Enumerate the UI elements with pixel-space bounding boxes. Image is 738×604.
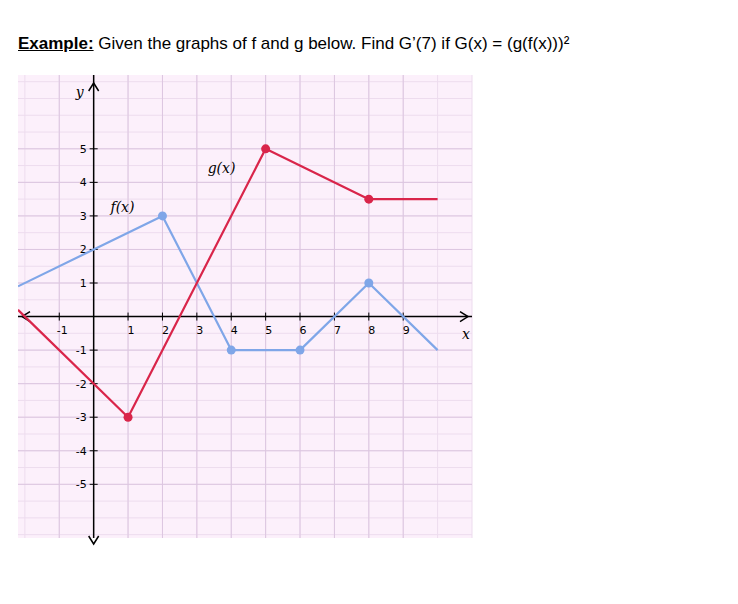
minor-grid	[93, 75, 94, 538]
y-tick	[90, 283, 98, 284]
series-marker	[261, 144, 270, 153]
minor-grid	[403, 75, 404, 538]
y-tick-label: -5	[76, 478, 87, 491]
x-tick	[59, 313, 60, 321]
plot-background	[18, 75, 472, 538]
y-tick	[90, 450, 98, 451]
y-tick-label: -2	[76, 378, 87, 391]
grid-line	[196, 75, 197, 538]
grid-line	[403, 75, 404, 538]
series-marker	[364, 279, 373, 288]
y-tick	[90, 182, 98, 183]
minor-grid	[59, 75, 60, 538]
minor-grid	[18, 115, 472, 116]
minor-grid	[437, 75, 438, 538]
grid-line	[162, 75, 163, 538]
minor-grid	[18, 400, 472, 401]
series-line	[18, 149, 438, 417]
x-tick	[196, 313, 197, 321]
x-tick-label: 8	[368, 324, 375, 337]
y-tick	[90, 148, 98, 149]
series-label: f(x)	[109, 199, 134, 215]
minor-grid	[18, 232, 472, 233]
axes: -1123456789-5-4-3-2-112345xy	[18, 75, 472, 544]
x-tick-label: 3	[196, 324, 203, 337]
grid-line	[300, 75, 301, 538]
series-label: g(x)	[208, 160, 236, 176]
x-tick	[162, 313, 163, 321]
marks	[18, 144, 438, 421]
x-axis-label: x	[462, 326, 470, 342]
x-tick-label: 1	[128, 324, 135, 337]
x-tick	[300, 313, 301, 321]
y-tick-label: 1	[80, 277, 87, 290]
minor-grid	[18, 266, 472, 267]
axis-arrow	[460, 312, 468, 322]
x-tick-label: 4	[231, 324, 238, 337]
minor-grid	[18, 467, 472, 468]
minor-grid	[18, 98, 472, 99]
y-tick-label: -1	[76, 344, 87, 357]
minor-grid	[18, 81, 472, 82]
series-marker	[158, 211, 167, 220]
y-tick	[90, 417, 98, 418]
series-marker	[296, 346, 305, 355]
minor-grid	[334, 75, 335, 538]
minor-grid	[18, 299, 472, 300]
x-tick-label: -1	[57, 324, 68, 337]
x-tick-label: 5	[265, 324, 272, 337]
grid-line	[231, 75, 232, 538]
minor-grid	[18, 366, 472, 367]
minor-grid	[18, 517, 472, 518]
y-tick	[90, 484, 98, 485]
series-marker	[227, 346, 236, 355]
minor-grid	[231, 75, 232, 538]
y-tick-label: 4	[80, 176, 87, 189]
x-tick	[231, 313, 232, 321]
grid-line	[334, 75, 335, 538]
y-tick	[90, 215, 98, 216]
minor-grid	[162, 75, 163, 538]
title: Example:	[18, 34, 94, 53]
minor-grid	[24, 75, 25, 538]
grid	[18, 75, 472, 538]
x-tick	[128, 313, 129, 321]
subtitle: Given the graphs of f and g below. Find …	[98, 34, 569, 53]
series-marker	[124, 413, 133, 422]
grid-line	[59, 75, 60, 538]
minor-grid	[18, 433, 472, 434]
minor-grid	[18, 501, 472, 502]
chart: -1123456789-5-4-3-2-112345xyf(x)g(x)	[0, 0, 738, 604]
y-tick-label: 3	[80, 210, 87, 223]
series-line	[18, 216, 438, 350]
x-tick-label: 9	[403, 324, 410, 337]
minor-grid	[368, 75, 369, 538]
minor-grid	[18, 132, 472, 133]
axis-arrow	[89, 536, 99, 544]
series-marker	[364, 195, 373, 204]
minor-grid	[300, 75, 301, 538]
minor-grid	[18, 165, 472, 166]
x-tick-label: 7	[334, 324, 341, 337]
grid-line	[128, 75, 129, 538]
y-axis	[93, 75, 95, 538]
y-tick-label: -4	[76, 445, 87, 458]
x-tick-label: 2	[162, 324, 169, 337]
grid-line	[368, 75, 369, 538]
heading: Example: Given the graphs of f and g bel…	[18, 34, 569, 54]
y-tick-label: -3	[76, 411, 87, 424]
minor-grid	[472, 75, 473, 538]
minor-grid	[196, 75, 197, 538]
minor-grid	[18, 534, 472, 535]
axis-arrow	[89, 83, 99, 91]
y-tick-label: 5	[80, 143, 87, 156]
x-tick	[368, 313, 369, 321]
x-tick-label: 6	[300, 324, 307, 337]
x-tick	[265, 313, 266, 321]
minor-grid	[128, 75, 129, 538]
y-axis-label: y	[75, 84, 85, 100]
y-tick	[90, 350, 98, 351]
